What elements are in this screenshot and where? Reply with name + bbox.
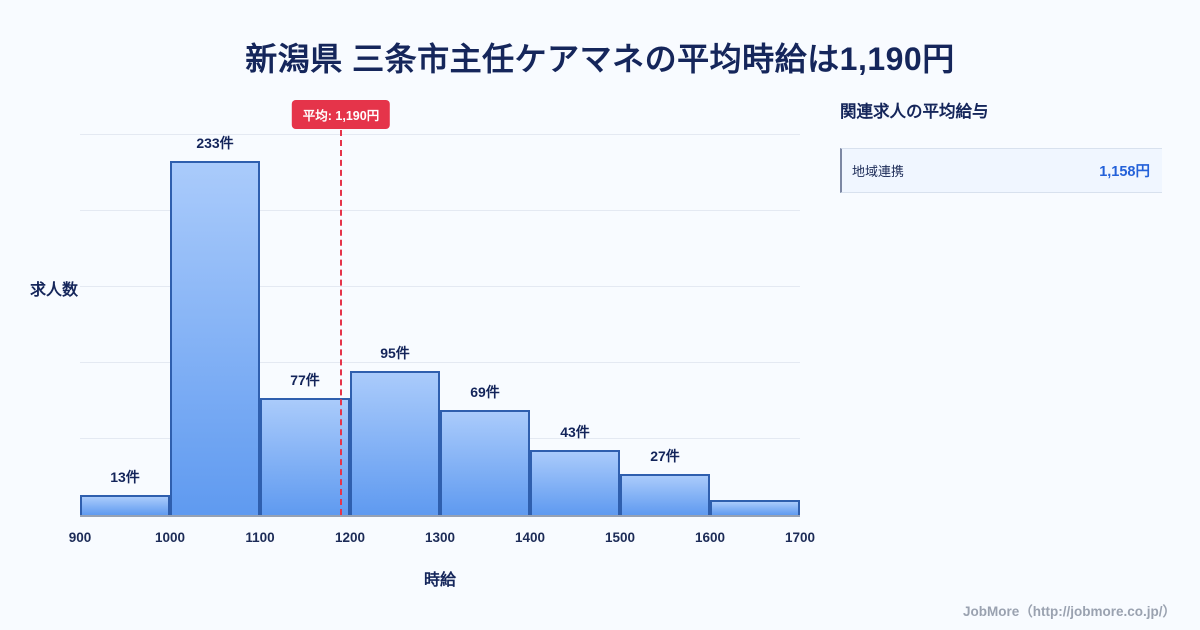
page-title: 新潟県 三条市主任ケアマネの平均時給は1,190円 <box>245 41 955 77</box>
histogram-bar <box>80 495 170 515</box>
panel-heading: 関連求人の平均給与 <box>840 103 989 121</box>
histogram-bar <box>440 410 530 515</box>
gridline <box>80 134 800 135</box>
x-tick-label: 1000 <box>154 530 186 545</box>
histogram-plot-area: 平均: 1,190円 13件 233件 77件 95件 69件 43件 27件 900 1000… <box>69 100 815 545</box>
y-axis-label: 求人数 <box>30 282 79 299</box>
histogram-bar <box>620 474 710 515</box>
histogram-bar <box>170 161 260 515</box>
x-tick-label: 1100 <box>245 530 275 545</box>
x-tick-label: 1700 <box>784 530 816 545</box>
gridline <box>80 286 800 287</box>
related-job-row: 地域連携 1,158円 <box>840 148 1162 193</box>
gridline <box>80 362 800 363</box>
histogram-bar <box>260 398 350 515</box>
bar-value-label: 95件 <box>380 345 410 361</box>
histogram-bar <box>710 500 800 515</box>
bar-value-label: 27件 <box>650 448 680 464</box>
bar-value-label: 77件 <box>290 372 320 388</box>
average-badge: 平均: 1,190円 <box>291 100 391 129</box>
related-job-value: 1,158円 <box>1099 164 1150 180</box>
x-tick-label: 1500 <box>604 530 636 545</box>
x-tick-label: 1400 <box>514 530 546 545</box>
gridline <box>80 210 800 211</box>
bar-value-label: 69件 <box>470 384 500 400</box>
bar-value-label: 43件 <box>560 424 590 440</box>
related-job-label: 地域連携 <box>852 164 905 179</box>
average-line <box>340 130 342 515</box>
related-salary-panel: 関連求人の平均給与 地域連携 1,158円 <box>840 98 1162 193</box>
x-tick-label: 1200 <box>334 530 366 545</box>
x-axis-label: 時給 <box>423 572 456 589</box>
histogram-bar <box>350 371 440 515</box>
x-tick-label: 900 <box>68 530 92 545</box>
footer-credit: JobMore（http://jobmore.co.jp/） <box>963 604 1176 619</box>
bar-value-label: 233件 <box>196 135 234 151</box>
x-tick-label: 1600 <box>694 530 726 545</box>
x-tick-label: 1300 <box>424 530 456 545</box>
histogram-bar <box>530 450 620 515</box>
bar-value-label: 13件 <box>110 469 140 485</box>
